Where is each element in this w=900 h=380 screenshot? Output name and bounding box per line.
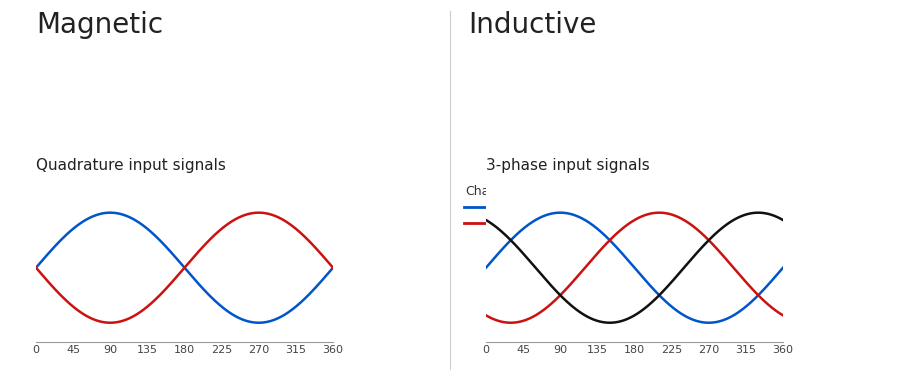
Text: 3-phase input signals: 3-phase input signals <box>486 158 650 173</box>
Text: Magnetic: Magnetic <box>36 11 163 40</box>
Text: Quadrature input signals: Quadrature input signals <box>36 158 226 173</box>
Text: Inductive: Inductive <box>468 11 597 40</box>
Text: Integrated
transducer: Integrated transducer <box>56 88 138 117</box>
Text: Transducer
on PCB: Transducer on PCB <box>487 88 571 117</box>
Legend: SIN, COS: SIN, COS <box>464 185 523 231</box>
